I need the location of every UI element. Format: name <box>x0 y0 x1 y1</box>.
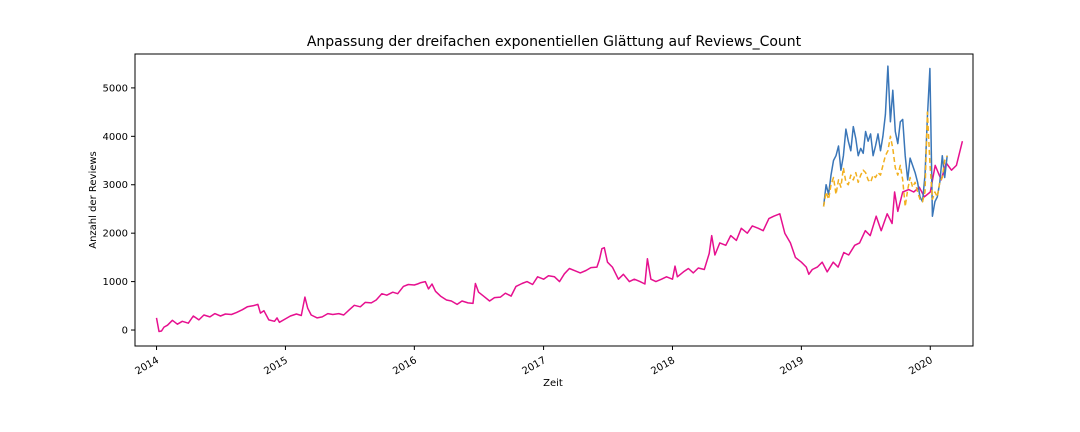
y-tick-label: 0 <box>122 326 128 337</box>
y-axis-ticks: 0 1000 2000 3000 4000 5000 <box>103 83 135 337</box>
y-tick-label: 4000 <box>103 132 128 143</box>
series-line-3 <box>822 111 948 208</box>
y-tick-label: 2000 <box>103 229 128 240</box>
plot-frame <box>134 53 974 347</box>
y-axis-label: Anzahl der Reviews <box>88 151 99 249</box>
y-tick-label: 5000 <box>103 83 128 94</box>
series-lines <box>155 65 964 333</box>
y-tick-label: 1000 <box>103 277 128 288</box>
series-line-1 <box>155 141 964 333</box>
y-tick-label: 3000 <box>103 180 128 191</box>
chart-title: Anpassung der dreifachen exponentiellen … <box>307 34 802 50</box>
x-axis-label: Zeit <box>543 378 563 389</box>
